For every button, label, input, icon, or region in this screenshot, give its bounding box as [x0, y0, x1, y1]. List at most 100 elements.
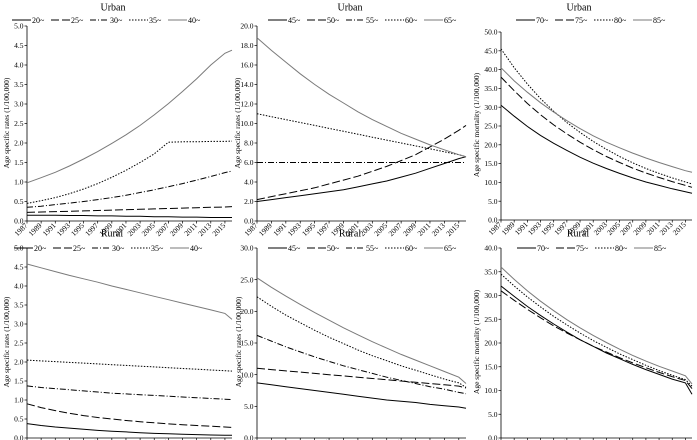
legend-label: 50~ [327, 16, 340, 25]
x-tick-label: 2005 [140, 438, 157, 440]
x-tick-label: 2015 [671, 438, 688, 440]
series-line-65 [256, 277, 467, 384]
x-tick-label: 2001 [111, 438, 128, 440]
y-tick-label: 16.0 [240, 61, 253, 70]
x-tick-label: 2001 [343, 438, 360, 440]
x-tick-label: 1999 [329, 438, 346, 440]
legend-label: 40~ [190, 244, 203, 253]
x-tick-label: 2013 [430, 438, 447, 440]
y-tick-label: 20.0 [240, 22, 253, 31]
series-line-40 [26, 49, 233, 184]
x-tick-label: 2011 [645, 438, 662, 440]
x-tick-label: 1991 [271, 438, 288, 440]
legend-label: 60~ [405, 16, 418, 25]
series-line-60 [256, 296, 467, 388]
y-tick-label: 4.0 [14, 282, 24, 291]
x-tick-label: 2001 [579, 438, 596, 440]
y-tick-label: 50.0 [484, 28, 497, 37]
y-tick-label: 25.0 [484, 122, 497, 131]
y-tick-label: 35.0 [484, 84, 497, 93]
x-tick-label: 2015 [444, 438, 461, 440]
y-tick-label: 2.5 [14, 119, 24, 128]
series-line-30 [26, 385, 233, 401]
y-tick-label: 3.5 [14, 301, 24, 310]
y-tick-label: 10.0 [484, 178, 497, 187]
legend-label: 70~ [537, 244, 550, 253]
y-tick-label: 15.0 [484, 159, 497, 168]
legend-label: 30~ [110, 16, 123, 25]
x-tick-label: 1997 [552, 438, 569, 440]
y-axis-label: Age specific mortality (1/100,000) [472, 72, 481, 177]
y-tick-label: 1.0 [14, 178, 24, 187]
y-tick-label: 3.0 [14, 100, 24, 109]
y-tick-label: 14.0 [240, 80, 253, 89]
y-tick-label: 0.0 [14, 217, 24, 226]
y-tick-label: 1.5 [14, 158, 24, 167]
x-tick-label: 1989 [500, 438, 517, 440]
x-tick-label: 2015 [210, 438, 227, 440]
y-tick-label: 0.5 [14, 197, 24, 206]
series-line-80 [500, 273, 693, 387]
series-line-50 [256, 124, 467, 201]
series-line-60 [256, 113, 467, 158]
y-tick-label: 2.0 [14, 358, 24, 367]
series-line-75 [500, 76, 693, 188]
y-axis-label: Age specific rates (1/100,000) [2, 296, 11, 387]
series-line-75 [500, 290, 693, 389]
x-tick-label: 1993 [286, 438, 303, 440]
y-tick-label: 0.0 [488, 216, 498, 225]
x-tick-label: 2013 [658, 438, 675, 440]
y-tick-label: 30.0 [240, 244, 253, 253]
legend-label: 50~ [327, 244, 340, 253]
legend-label: 20~ [34, 244, 47, 253]
x-tick-label: 1999 [97, 438, 114, 440]
x-tick-label: 1987 [12, 438, 29, 440]
series-line-25 [26, 206, 233, 213]
panel-title: Urban [338, 2, 363, 13]
legend-label: 20~ [32, 16, 45, 25]
series-line-65 [256, 37, 467, 158]
x-tick-label: 2011 [416, 438, 433, 440]
y-tick-label: 1.0 [14, 396, 24, 405]
legend-label: 35~ [151, 244, 164, 253]
y-tick-label: 3.5 [14, 80, 24, 89]
series-line-25 [26, 403, 233, 428]
panel-title: Urban [567, 2, 592, 13]
x-tick-label: 2009 [168, 438, 185, 440]
series-line-30 [26, 170, 233, 208]
y-axis-label: Age specific rates (1/100,000) [233, 77, 242, 168]
x-tick-label: 2009 [631, 438, 648, 440]
y-tick-label: 0.5 [14, 415, 24, 424]
legend-label: 85~ [654, 244, 667, 253]
x-tick-label: 1989 [27, 438, 44, 440]
y-tick-label: 0.0 [244, 434, 254, 440]
series-line-35 [26, 359, 233, 372]
series-line-55 [256, 334, 467, 395]
y-tick-label: 35.0 [484, 267, 497, 276]
x-tick-label: 1987 [486, 438, 503, 440]
x-tick-label: 2007 [618, 438, 635, 440]
x-tick-label: 2003 [126, 438, 143, 440]
x-tick-label: 2011 [182, 438, 199, 440]
y-tick-label: 4.5 [14, 263, 24, 272]
legend-label: 55~ [366, 16, 379, 25]
y-tick-label: 2.0 [244, 197, 254, 206]
y-tick-label: 30.0 [484, 291, 497, 300]
series-line-40 [26, 263, 233, 320]
y-tick-label: 15.0 [240, 339, 253, 348]
x-tick-label: 1991 [513, 438, 530, 440]
legend-label: 45~ [288, 244, 301, 253]
x-tick-label: 2009 [401, 438, 418, 440]
legend-label: 25~ [71, 16, 84, 25]
x-tick-label: 1995 [539, 438, 556, 440]
y-tick-label: 40.0 [484, 244, 497, 253]
x-tick-label: 1995 [300, 438, 317, 440]
y-axis-label: Age specific rates (1/100,000) [234, 296, 243, 387]
legend-label: 25~ [73, 244, 86, 253]
x-tick-label: 1993 [55, 438, 72, 440]
y-tick-label: 1.5 [14, 377, 24, 386]
x-tick-label: 1989 [257, 438, 274, 440]
legend-label: 75~ [576, 244, 589, 253]
legend-label: 65~ [444, 16, 457, 25]
